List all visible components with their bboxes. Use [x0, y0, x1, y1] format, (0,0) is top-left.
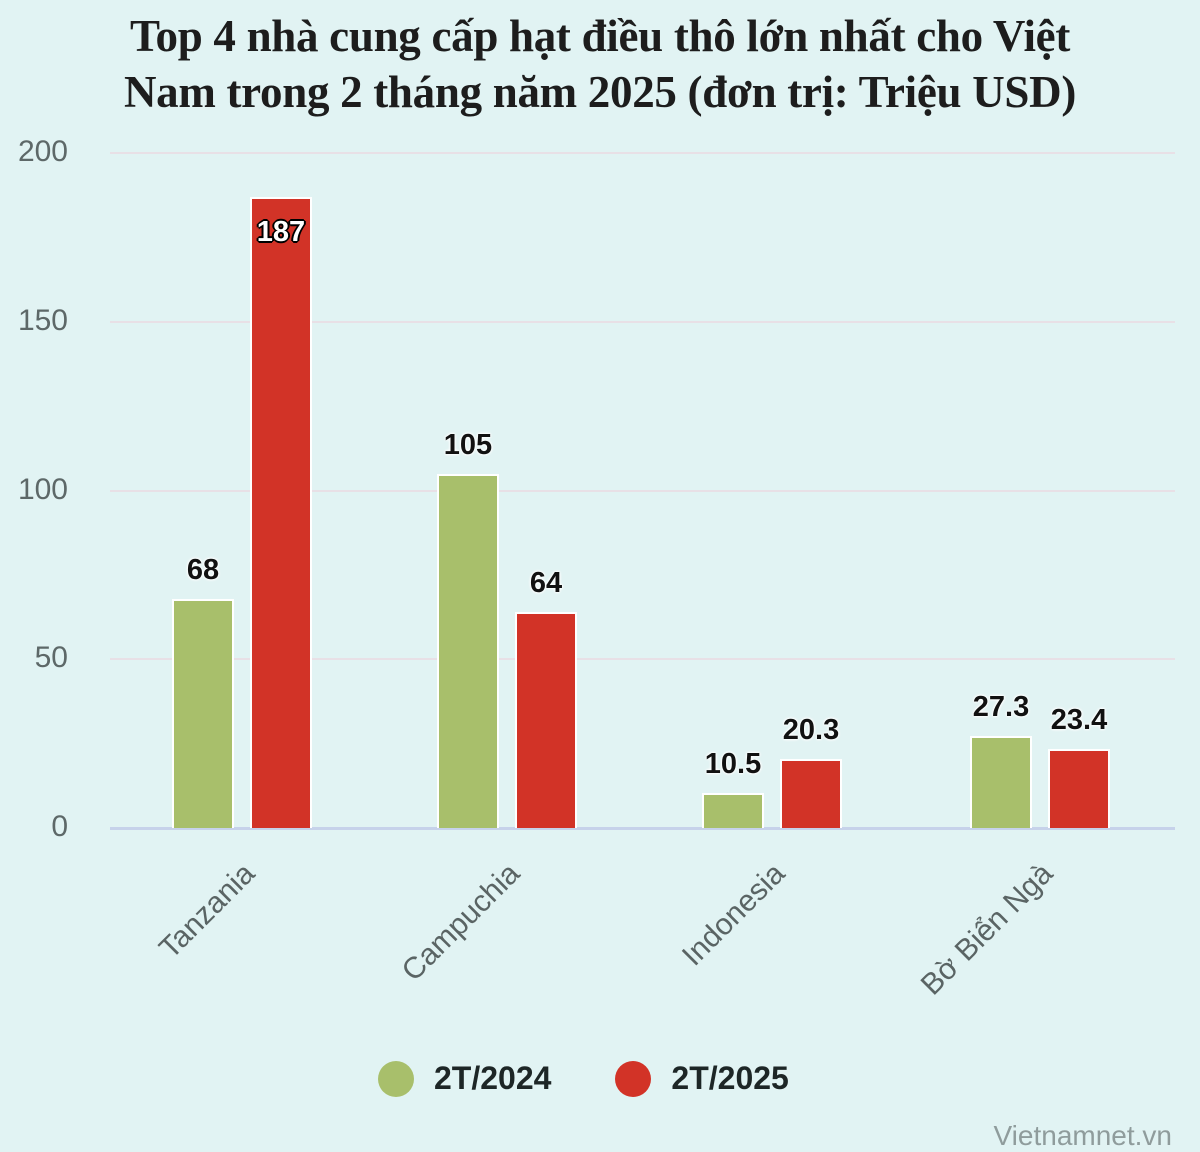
- y-tick-label: 100: [17, 472, 68, 506]
- value-label: 23.4: [1050, 704, 1108, 737]
- bar-2t-2025-2[interactable]: [780, 759, 842, 828]
- legend: 2T/2024 2T/2025: [378, 1060, 853, 1097]
- bar-2t-2024-2[interactable]: [702, 792, 764, 828]
- x-tick-label: Campuchia: [395, 856, 527, 988]
- legend-dot-2025-icon: [615, 1060, 652, 1097]
- y-tick-label: 0: [51, 810, 68, 843]
- chart-title-line-1: Top 4 nhà cung cấp hạt điều thô lớn nhất…: [129, 11, 1071, 61]
- y-tick-label: 200: [17, 135, 68, 168]
- x-tick-label: Bờ Biển Ngà: [914, 856, 1060, 1002]
- x-tick-label: Tanzania: [153, 856, 262, 966]
- gridline: [110, 658, 1175, 661]
- x-tick-label: Indonesia: [675, 856, 792, 973]
- bar-2t-2024-3[interactable]: [970, 735, 1032, 828]
- legend-dot-2024-icon: [378, 1060, 414, 1097]
- value-label: 68: [186, 553, 220, 586]
- chart-title-line-2: Nam trong 2 tháng năm 2025 (đơn trị: Tri…: [123, 67, 1077, 117]
- gridline: [110, 489, 1175, 492]
- bar-2t-2025-0[interactable]: [250, 196, 312, 828]
- x-axis-line: [110, 827, 1175, 830]
- legend-item-2025[interactable]: 2T/2025: [615, 1060, 789, 1097]
- bar-2t-2025-1[interactable]: [515, 612, 577, 828]
- legend-label-2025: 2T/2025: [671, 1060, 789, 1096]
- y-tick-label: 150: [17, 303, 68, 337]
- source-credit: Vietnamnet.vn: [993, 1120, 1173, 1151]
- value-label: 20.3: [782, 714, 840, 747]
- value-label: 105: [443, 428, 493, 461]
- legend-label-2024: 2T/2024: [434, 1060, 552, 1096]
- gridline: [110, 320, 1175, 323]
- y-tick-label: 50: [34, 641, 68, 675]
- value-label: 10.5: [704, 747, 762, 780]
- gridline: [110, 152, 1175, 154]
- chart-title: Top 4 nhà cung cấp hạt điều thô lớn nhất…: [0, 8, 1200, 120]
- bar-2t-2025-3[interactable]: [1048, 749, 1110, 828]
- bar-2t-2024-0[interactable]: [172, 598, 234, 828]
- bar-2t-2024-1[interactable]: [437, 473, 499, 828]
- legend-item-2024[interactable]: 2T/2024: [378, 1060, 551, 1097]
- value-label: 187: [256, 215, 306, 248]
- value-label: 27.3: [972, 690, 1030, 723]
- value-label: 64: [529, 567, 563, 599]
